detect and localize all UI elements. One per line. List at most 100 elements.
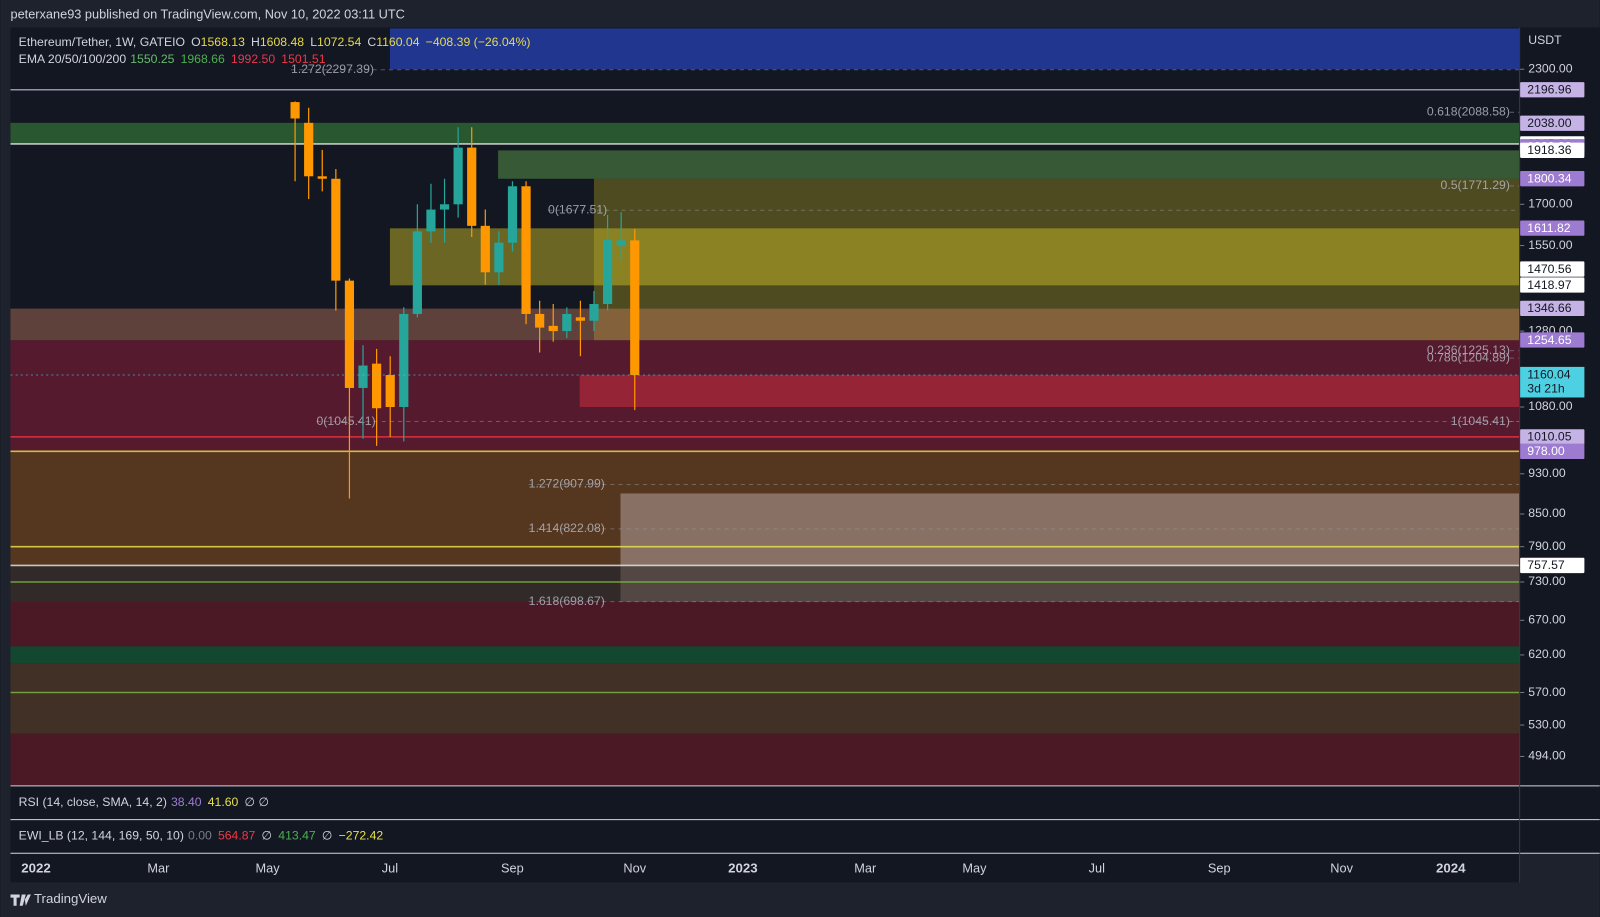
ohlc-value: 1568.13 — [201, 35, 245, 49]
rsi-pane — [10, 786, 1520, 820]
ohlc-value: 1608.48 — [260, 35, 304, 49]
y-tick-label: 930.00 — [1528, 466, 1566, 480]
ewi-pane — [10, 820, 1520, 853]
rsi-legend-name: RSI (14, close, SMA, 14, 2) — [19, 795, 167, 809]
ewi-legend-value: ∅ — [322, 829, 333, 843]
zone — [579, 375, 1520, 407]
fib-label: 1.272(907.99) — [529, 477, 605, 491]
zone — [10, 308, 1520, 341]
y-tick-label: 850.00 — [1528, 506, 1566, 520]
candle-body — [331, 178, 341, 281]
price-badge — [1520, 429, 1585, 445]
candle-body — [575, 317, 585, 321]
symbol: Ethereum/Tether, 1W, GATEIO — [19, 35, 185, 49]
ema-legend-value: 1501.51 — [281, 52, 325, 66]
y-tick-label: 730.00 — [1528, 574, 1566, 588]
price-badge-label: 1346.66 — [1527, 301, 1571, 315]
candle-body — [507, 186, 518, 243]
price-badge-label: 978.00 — [1527, 444, 1565, 458]
time-axis — [10, 853, 1520, 883]
candle-body — [344, 280, 355, 388]
fib-label: 0(1045.41) — [317, 414, 376, 428]
zone — [10, 733, 1520, 786]
candle-body — [535, 313, 545, 328]
candle-body — [290, 102, 300, 119]
fib-label: 0.5(1771.29) — [1441, 178, 1510, 192]
y-tick-label: 1080.00 — [1528, 399, 1572, 413]
x-tick-label: 2022 — [21, 861, 50, 876]
price-badge-label: 1470.56 — [1527, 262, 1571, 276]
ewi-legend-value: 0.00 — [188, 829, 212, 843]
price-badge-label: 757.57 — [1527, 558, 1565, 572]
footer-brand[interactable]: TradingView — [34, 891, 107, 906]
fib-label: 1.272(2297.39) — [291, 62, 374, 76]
candle-body — [589, 303, 599, 321]
x-tick-label: Nov — [623, 860, 646, 875]
logo: TradingView — [10, 891, 107, 906]
candle-body — [453, 147, 463, 205]
last-price-label: 1160.04 — [1527, 367, 1571, 381]
y-tick-label: 530.00 — [1528, 717, 1566, 731]
y-tick-label: 1550.00 — [1528, 238, 1572, 252]
candle-body — [467, 147, 477, 226]
candle-body — [426, 209, 436, 232]
ema-legend-value: 1968.66 — [181, 52, 225, 66]
price-badge-label: 2038.00 — [1527, 116, 1571, 130]
price-badge — [1520, 277, 1585, 293]
ema-legend-name: EMA 20/50/100/200 — [19, 52, 127, 66]
zone — [10, 122, 1520, 145]
price-badge — [1520, 443, 1585, 459]
ema-legend-value: 1550.25 — [130, 52, 174, 66]
candle-body — [439, 204, 450, 210]
x-tick-label: Jul — [382, 860, 398, 875]
symbol-legend: Ethereum/Tether, 1W, GATEIO O1568.13 H1608… — [19, 35, 531, 49]
rsi-legend-value: 41.60 — [208, 795, 239, 809]
x-tick-label: Mar — [147, 860, 170, 875]
y-tick-label: 790.00 — [1528, 539, 1566, 553]
price-badge — [1520, 557, 1585, 574]
zone — [10, 663, 1520, 734]
ohlc-value: 1160.04 — [376, 35, 420, 49]
plot: 1.272(2297.39) 0.618(2088.58) 0.5(1771.29)… — [10, 28, 1520, 786]
price-badge-label: 2196.96 — [1527, 82, 1571, 96]
price-badge — [1520, 82, 1585, 98]
candle-body — [372, 363, 382, 409]
price-badge — [1520, 220, 1585, 236]
zone — [389, 228, 1520, 286]
y-tick-label: 2300.00 — [1528, 61, 1572, 75]
x-tick-label: Sep — [501, 860, 524, 875]
ohlc-key: H — [251, 35, 260, 49]
candle-body — [358, 365, 368, 388]
zone — [593, 178, 1520, 341]
price-badge — [1520, 300, 1585, 317]
ewi-legend: EWI_LB (12, 144, 169, 50, 10) 0.00 564.87 ∅… — [19, 829, 384, 843]
fib-label: 1.414(822.08) — [529, 521, 605, 535]
fib-label: 0(1677.51) — [548, 202, 607, 216]
candle-body — [562, 313, 572, 332]
x-tick-label: Mar — [854, 860, 877, 875]
fib-label: 1(1045.41) — [1451, 414, 1510, 428]
fib-label: 0.618(2088.58) — [1427, 105, 1510, 119]
price-badge-label: 1010.05 — [1527, 430, 1571, 444]
change: −408.39 (−26.04%) — [426, 35, 531, 49]
fib-label: 1.618(698.67) — [529, 594, 605, 608]
unit-label: USDT — [1528, 33, 1562, 47]
ohlc-key: O — [191, 35, 201, 49]
y-tick-label: 620.00 — [1528, 647, 1566, 661]
ewi-legend-value: ∅ — [261, 829, 272, 843]
candle-body — [602, 239, 613, 304]
candle-body — [616, 240, 626, 246]
ema-legend: EMA 20/50/100/200 1550.25 1968.66 1992.50 15… — [19, 52, 326, 66]
zone — [10, 602, 1520, 647]
price-badge — [1520, 332, 1585, 348]
published-line: peterxane93 published on TradingView.com… — [11, 7, 405, 22]
rsi-legend-value: 38.40 — [171, 795, 202, 809]
candle-body — [521, 186, 531, 314]
price-badge — [1520, 261, 1585, 277]
fib-label: 0.786(1204.89) — [1427, 350, 1510, 364]
candle-body — [412, 231, 422, 314]
price-badge — [1520, 171, 1585, 187]
rsi-legend-value: ∅ ∅ — [244, 795, 269, 809]
zone — [10, 565, 1520, 603]
